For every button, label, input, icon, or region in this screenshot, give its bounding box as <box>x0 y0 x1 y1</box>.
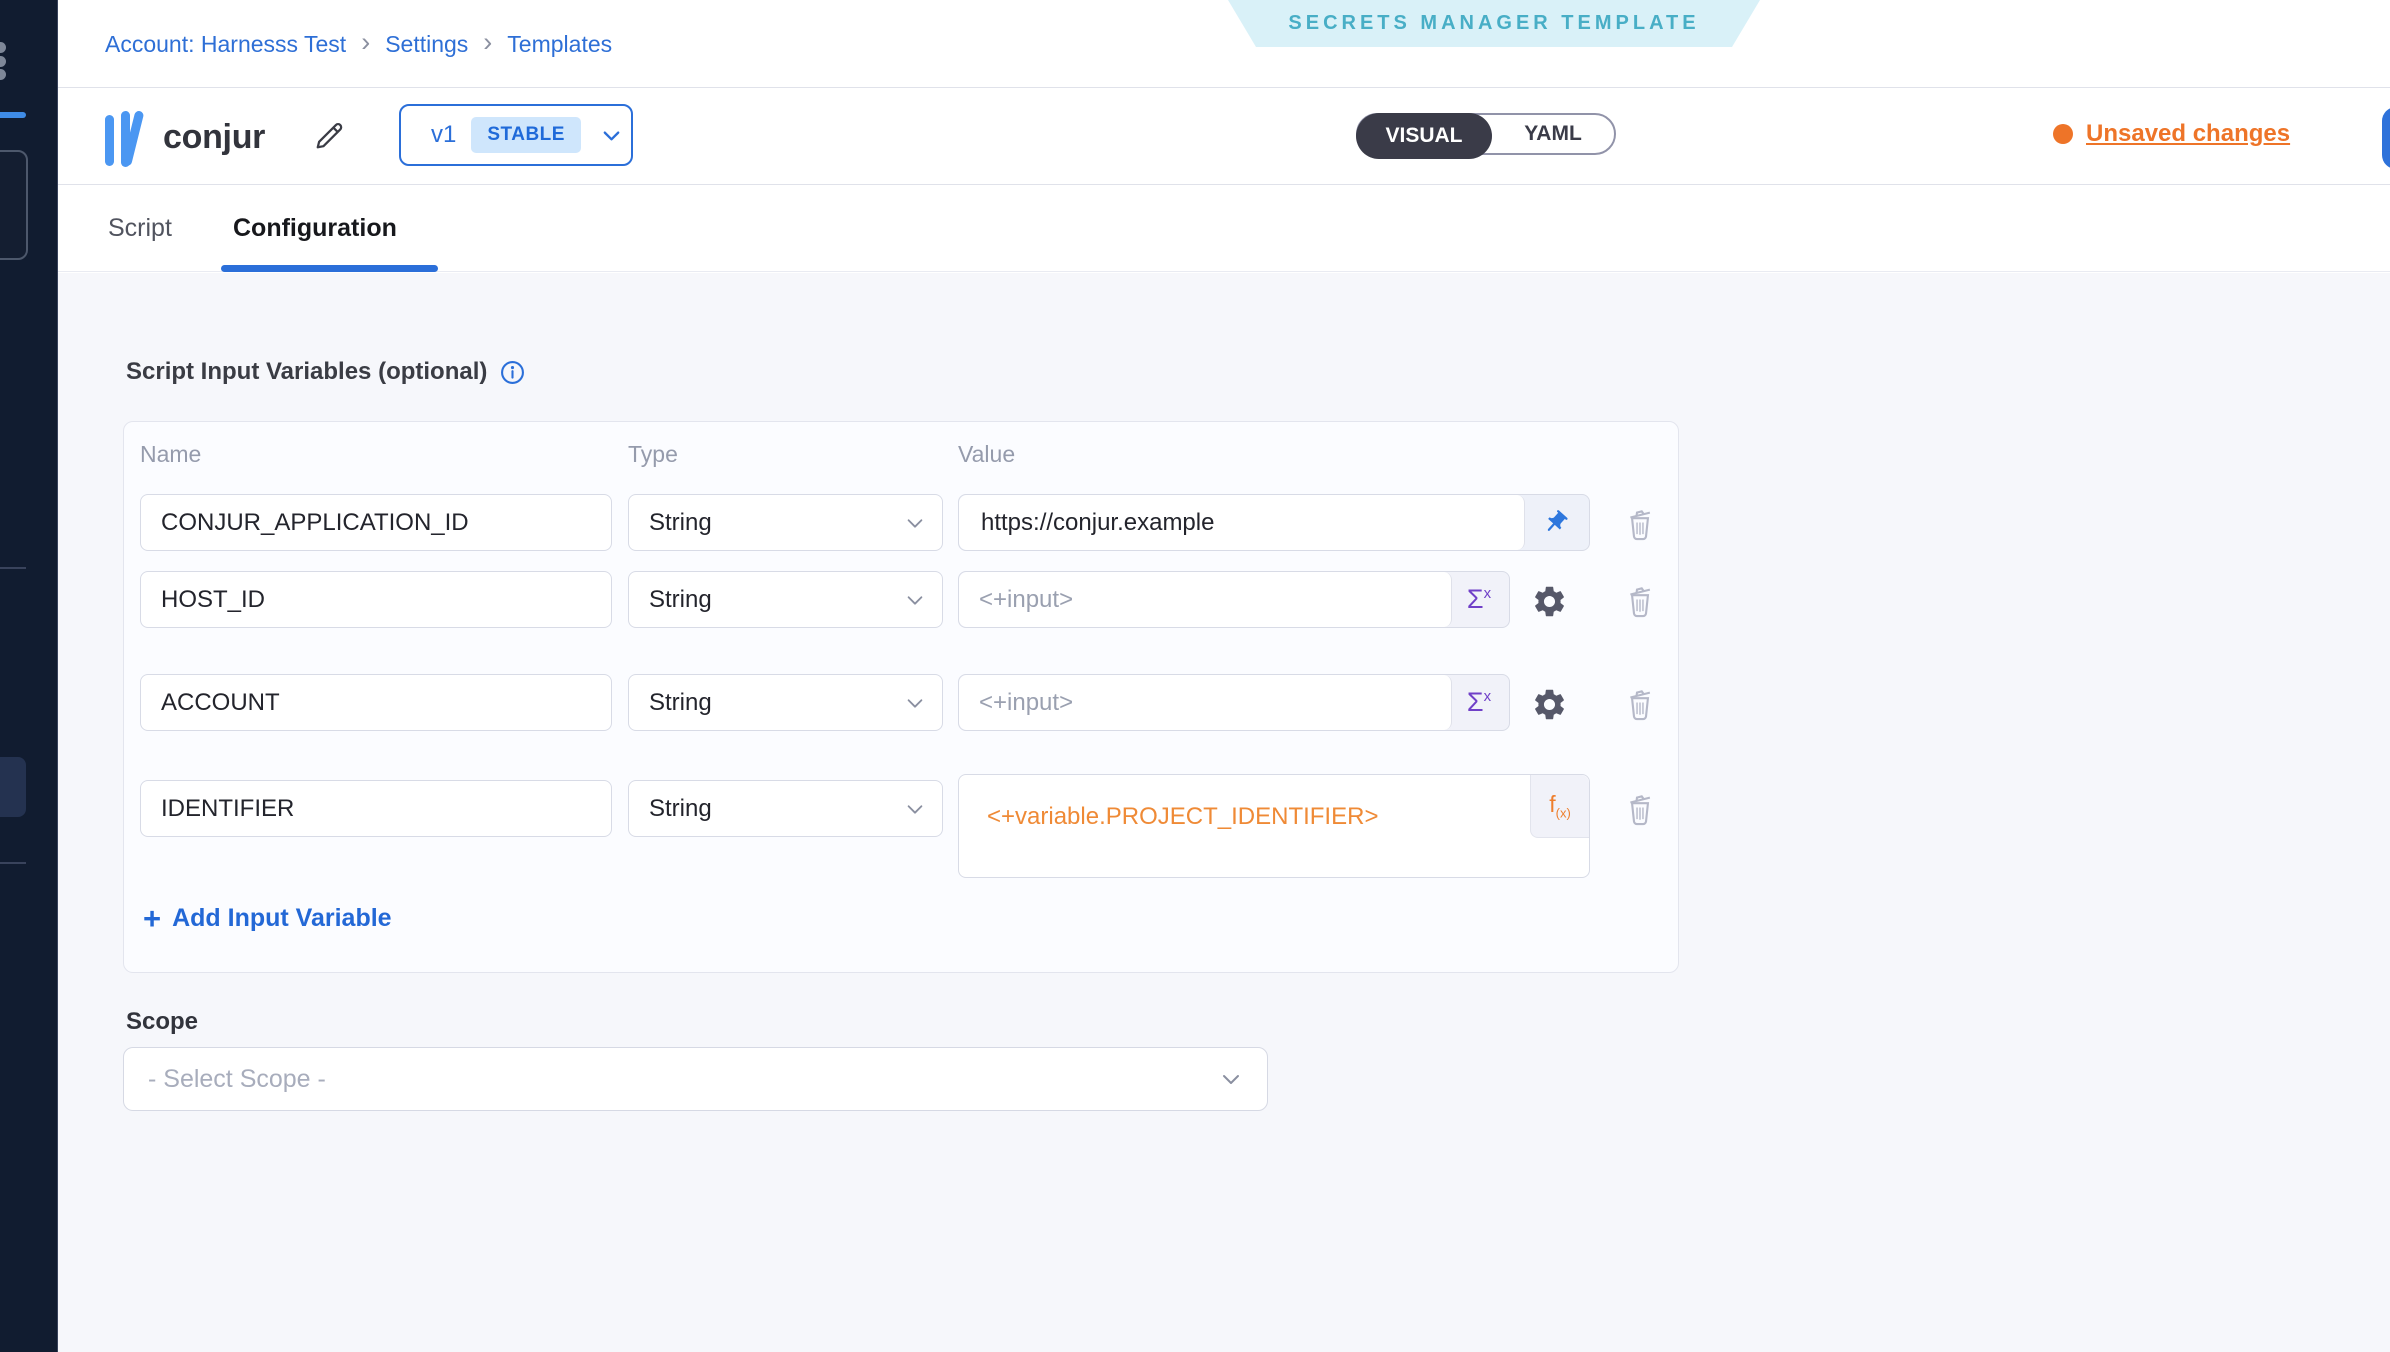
trash-icon <box>1630 690 1651 721</box>
type-select-row1[interactable]: String <box>628 494 943 551</box>
settings-row2-button[interactable] <box>1528 580 1570 622</box>
sidebar-divider <box>0 567 26 569</box>
sigma-icon: Σx <box>1466 584 1492 614</box>
type-value: String <box>649 794 712 822</box>
value-field-row3: <+input> Σx <box>958 674 1510 731</box>
breadcrumb-bar <box>58 0 2390 88</box>
info-icon[interactable] <box>500 360 525 385</box>
settings-row3-button[interactable] <box>1528 683 1570 725</box>
value-field-row4[interactable]: <+variable.PROJECT_IDENTIFIER> f(x) <box>958 774 1590 878</box>
expression-text: <+variable.PROJECT_IDENTIFIER> <box>987 803 1379 830</box>
sidebar-module-card[interactable] <box>0 150 28 260</box>
type-value: String <box>649 688 712 716</box>
chevron-down-icon <box>904 512 926 534</box>
column-type: Type <box>628 441 678 467</box>
unsaved-dot-icon <box>2053 124 2073 144</box>
edit-title-button[interactable] <box>306 113 352 159</box>
delete-row3-button[interactable] <box>1620 683 1660 723</box>
chevron-down-icon <box>904 692 926 714</box>
template-title: conjur <box>163 117 266 156</box>
value-field-row1 <box>958 494 1590 551</box>
version-selector[interactable]: v1 STABLE <box>399 104 633 166</box>
sidebar-divider <box>0 862 26 864</box>
tabs-bar <box>58 186 2390 272</box>
value-input-row1[interactable] <box>979 507 1504 538</box>
scope-label: Scope <box>126 1008 199 1035</box>
name-input-row1[interactable] <box>140 494 612 551</box>
ribbon-label: SECRETS MANAGER TEMPLATE <box>1288 12 1700 34</box>
sidebar-selected-item[interactable] <box>0 757 26 817</box>
value-runtime-input[interactable]: <+input> <box>959 675 1452 730</box>
scope-placeholder: - Select Scope - <box>148 1064 326 1093</box>
chevron-down-icon <box>904 798 926 820</box>
sigma-icon: Σx <box>1466 687 1492 717</box>
expression-input-type-button[interactable]: f(x) <box>1530 775 1589 838</box>
unsaved-label: Unsaved changes <box>2086 120 2291 147</box>
toggle-yaml[interactable]: YAML <box>1524 122 1582 145</box>
tab-configuration[interactable]: Configuration <box>233 214 397 242</box>
delete-row2-button[interactable] <box>1620 580 1660 620</box>
name-input-row3[interactable] <box>140 674 612 731</box>
value-runtime-input[interactable]: <+input> <box>959 572 1452 627</box>
breadcrumb-settings[interactable]: Settings <box>385 30 469 57</box>
chevron-down-icon <box>600 124 623 147</box>
breadcrumb-account[interactable]: Account: Harnesss Test <box>105 30 347 57</box>
nav-dots-icon <box>0 56 6 67</box>
active-tab-underline <box>221 265 438 272</box>
runtime-input-type-button[interactable]: Σx <box>1449 572 1509 627</box>
name-input-row4[interactable] <box>140 780 612 837</box>
runtime-input-text: <+input> <box>979 688 1074 716</box>
type-value: String <box>649 508 712 536</box>
breadcrumb: Account: Harnesss Test › Settings › Temp… <box>105 0 612 88</box>
trash-icon <box>1630 587 1651 618</box>
section-title: Script Input Variables (optional) <box>126 352 525 392</box>
breadcrumb-separator: › <box>361 26 371 57</box>
tab-script[interactable]: Script <box>108 214 172 242</box>
trash-icon <box>1630 795 1651 826</box>
secrets-manager-template-ribbon: SECRETS MANAGER TEMPLATE <box>1228 0 1760 47</box>
pin-button[interactable] <box>1522 495 1589 550</box>
runtime-input-type-button[interactable]: Σx <box>1449 675 1509 730</box>
conjur-logo-icon <box>105 111 144 167</box>
trash-icon <box>1630 510 1651 541</box>
type-select-row3[interactable]: String <box>628 674 943 731</box>
nav-dots-icon <box>0 42 6 53</box>
type-value: String <box>649 585 712 613</box>
add-input-variable-button[interactable]: + Add Input Variable <box>143 903 392 934</box>
pin-icon <box>1547 510 1568 531</box>
gear-icon <box>1534 586 1564 616</box>
delete-row4-button[interactable] <box>1620 788 1660 828</box>
fx-icon: f(x) <box>1549 791 1571 821</box>
version-label: v1 <box>431 121 457 148</box>
plus-icon: + <box>143 901 162 936</box>
breadcrumb-templates[interactable]: Templates <box>507 30 613 57</box>
breadcrumb-separator: › <box>483 26 493 57</box>
column-value: Value <box>958 441 1016 467</box>
sidebar-active-indicator <box>0 112 26 118</box>
pencil-icon <box>316 123 343 149</box>
scope-select[interactable]: - Select Scope - <box>123 1047 1268 1111</box>
nav-dots-icon <box>0 69 6 80</box>
chevron-down-icon <box>1219 1067 1243 1091</box>
stable-badge: STABLE <box>471 117 581 153</box>
name-input-row2[interactable] <box>140 571 612 628</box>
chevron-down-icon <box>904 589 926 611</box>
toggle-visual[interactable]: VISUAL <box>1356 113 1492 159</box>
column-name: Name <box>140 441 202 467</box>
value-field-row2: <+input> Σx <box>958 571 1510 628</box>
unsaved-changes[interactable]: Unsaved changes <box>2053 113 2290 155</box>
gear-icon <box>1534 689 1564 719</box>
value-input-wrap <box>959 495 1525 550</box>
type-select-row4[interactable]: String <box>628 780 943 837</box>
visual-yaml-toggle: VISUAL YAML <box>1356 113 1616 159</box>
save-button-partial[interactable] <box>2382 107 2390 169</box>
add-input-variable-label: Add Input Variable <box>172 904 392 932</box>
runtime-input-text: <+input> <box>979 585 1074 613</box>
delete-row1-button[interactable] <box>1620 503 1660 543</box>
section-title-text: Script Input Variables (optional) <box>126 358 488 385</box>
left-sidebar[interactable] <box>0 0 58 1352</box>
type-select-row2[interactable]: String <box>628 571 943 628</box>
